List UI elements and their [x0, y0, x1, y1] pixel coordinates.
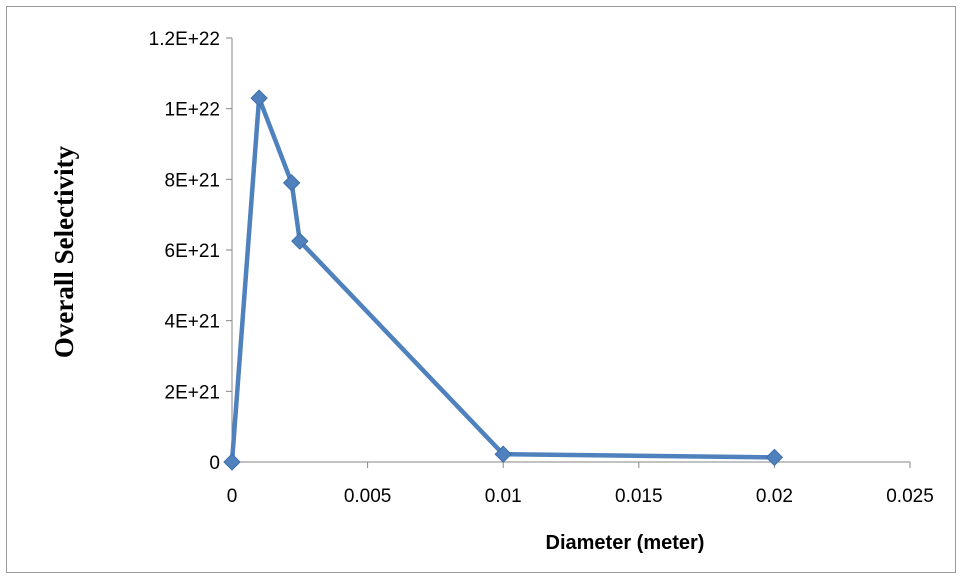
axes [231, 38, 910, 463]
y-tick-label: 8E+21 [165, 170, 220, 191]
data-point-marker [250, 89, 268, 107]
x-tick-label: 0.005 [344, 486, 392, 507]
data-point-marker [494, 445, 512, 463]
y-tick-label: 0 [209, 453, 220, 474]
y-tick-label: 2E+21 [165, 382, 220, 403]
x-tick-label: 0 [227, 486, 238, 507]
data-point-marker [223, 453, 241, 471]
x-tick-label: 0.015 [615, 486, 663, 507]
data-point-marker [765, 448, 784, 467]
x-tick-label: 0.01 [485, 486, 522, 507]
y-axis-ticks: 0 2E+21 4E+21 6E+21 8E+21 1E+22 1.2E+22 [149, 29, 232, 474]
data-point-marker [291, 232, 309, 250]
x-axis-title: Diameter (meter) [546, 532, 705, 554]
data-point-marker [282, 174, 301, 192]
x-tick-label: 0.02 [756, 486, 793, 507]
y-tick-label: 6E+21 [165, 241, 220, 262]
series-line [229, 95, 775, 463]
x-tick-label: 0.025 [886, 486, 934, 507]
y-tick-label: 1E+22 [165, 100, 220, 121]
chart-frame [6, 6, 956, 573]
y-tick-label: 1.2E+22 [149, 29, 220, 50]
x-axis-ticks: 0 0.005 0.01 0.015 0.02 0.025 [227, 462, 934, 507]
y-tick-label: 4E+21 [165, 312, 220, 333]
series [223, 89, 784, 471]
y-axis-title: Overall Selectivity [49, 145, 79, 358]
